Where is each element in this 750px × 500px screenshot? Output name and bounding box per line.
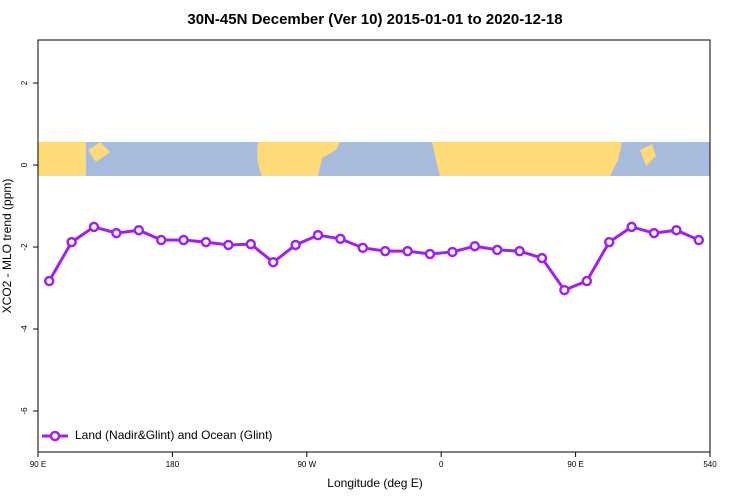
data-point — [447, 246, 458, 258]
y-axis-label: XCO2 - MLO trend (ppm) — [0, 179, 14, 314]
data-point — [133, 224, 145, 236]
data-point — [626, 221, 637, 233]
data-point — [43, 275, 55, 287]
data-point — [491, 244, 503, 256]
x-tick-label: 90 W — [297, 460, 316, 469]
data-point — [155, 234, 167, 246]
data-point — [402, 245, 413, 257]
data-point — [267, 256, 279, 268]
legend-marker — [49, 430, 61, 442]
y-tick-label: 0 — [20, 162, 29, 167]
data-point — [648, 227, 660, 239]
data-point — [66, 236, 77, 248]
data-point — [88, 221, 100, 233]
data-point — [245, 238, 257, 250]
series-line — [47, 225, 700, 292]
y-tick-label: 2 — [20, 80, 29, 85]
data-point — [312, 229, 324, 241]
y-tick-label: -2 — [20, 243, 29, 251]
y-tick-label: -6 — [20, 407, 29, 415]
legend-label: Land (Nadir&Glint) and Ocean (Glint) — [75, 428, 272, 442]
data-point — [223, 239, 234, 251]
x-axis-label: Longitude (deg E) — [327, 476, 422, 490]
x-tick-label: 90 E — [567, 460, 583, 469]
data-point — [424, 248, 436, 260]
data-point — [335, 233, 346, 245]
data-point — [536, 252, 548, 264]
data-point — [379, 245, 391, 257]
x-tick-label: 90 E — [30, 460, 46, 469]
data-point — [581, 275, 593, 287]
data-point — [200, 236, 212, 248]
data-point — [469, 240, 481, 252]
data-point — [357, 242, 369, 254]
x-tick-label: 0 — [439, 460, 444, 469]
data-point — [111, 227, 122, 239]
x-tick-label: 540 — [703, 460, 717, 469]
data-point — [514, 245, 525, 257]
data-point — [671, 224, 682, 236]
data-point — [559, 284, 570, 296]
map-band — [38, 142, 710, 176]
data-point — [603, 236, 615, 248]
chart-title: 30N-45N December (Ver 10) 2015-01-01 to … — [187, 11, 562, 28]
x-tick-label: 180 — [166, 460, 180, 469]
plot-frame — [37, 39, 711, 453]
data-point — [290, 239, 301, 251]
y-tick-label: -4 — [20, 325, 29, 333]
data-point — [178, 234, 189, 246]
data-point — [693, 234, 705, 246]
